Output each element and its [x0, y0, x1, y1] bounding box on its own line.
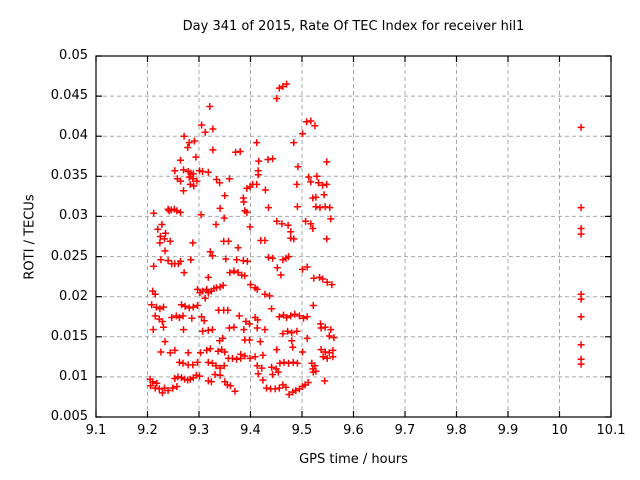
x-tick-label: 10.1 — [596, 423, 626, 438]
x-tick-label: 10 — [551, 423, 568, 438]
x-tick-label: 9.4 — [240, 423, 261, 438]
x-tick-label: 9.6 — [343, 423, 364, 438]
y-tick-label: 0.02 — [59, 288, 88, 304]
y-tick-label: 0.025 — [50, 248, 88, 264]
y-tick-label: 0.05 — [59, 48, 88, 63]
y-tick-label: 0.005 — [50, 409, 88, 424]
y-tick-label: 0.03 — [59, 208, 88, 224]
x-tick-label: 9.1 — [85, 423, 107, 438]
y-tick-label: 0.045 — [50, 88, 88, 104]
y-tick-label: 0.01 — [59, 368, 88, 384]
x-tick-label: 9.5 — [291, 423, 313, 438]
x-tick-label: 9.9 — [497, 423, 519, 438]
x-tick-label: 9.2 — [137, 423, 158, 438]
data-points-ROTI — [146, 80, 585, 398]
y-tick-label: 0.04 — [59, 128, 88, 144]
y-tick-label: 0.035 — [50, 168, 88, 184]
x-tick-label: 9.3 — [188, 423, 210, 438]
y-axis-label: ROTI / TECUs — [22, 194, 38, 280]
x-tick-label: 9.7 — [394, 423, 416, 438]
y-tick-label: 0.015 — [50, 328, 88, 344]
chart-title: Day 341 of 2015, Rate Of TEC Index for r… — [182, 19, 525, 34]
x-tick-label: 9.8 — [446, 423, 467, 438]
x-axis-label: GPS time / hours — [299, 452, 408, 467]
